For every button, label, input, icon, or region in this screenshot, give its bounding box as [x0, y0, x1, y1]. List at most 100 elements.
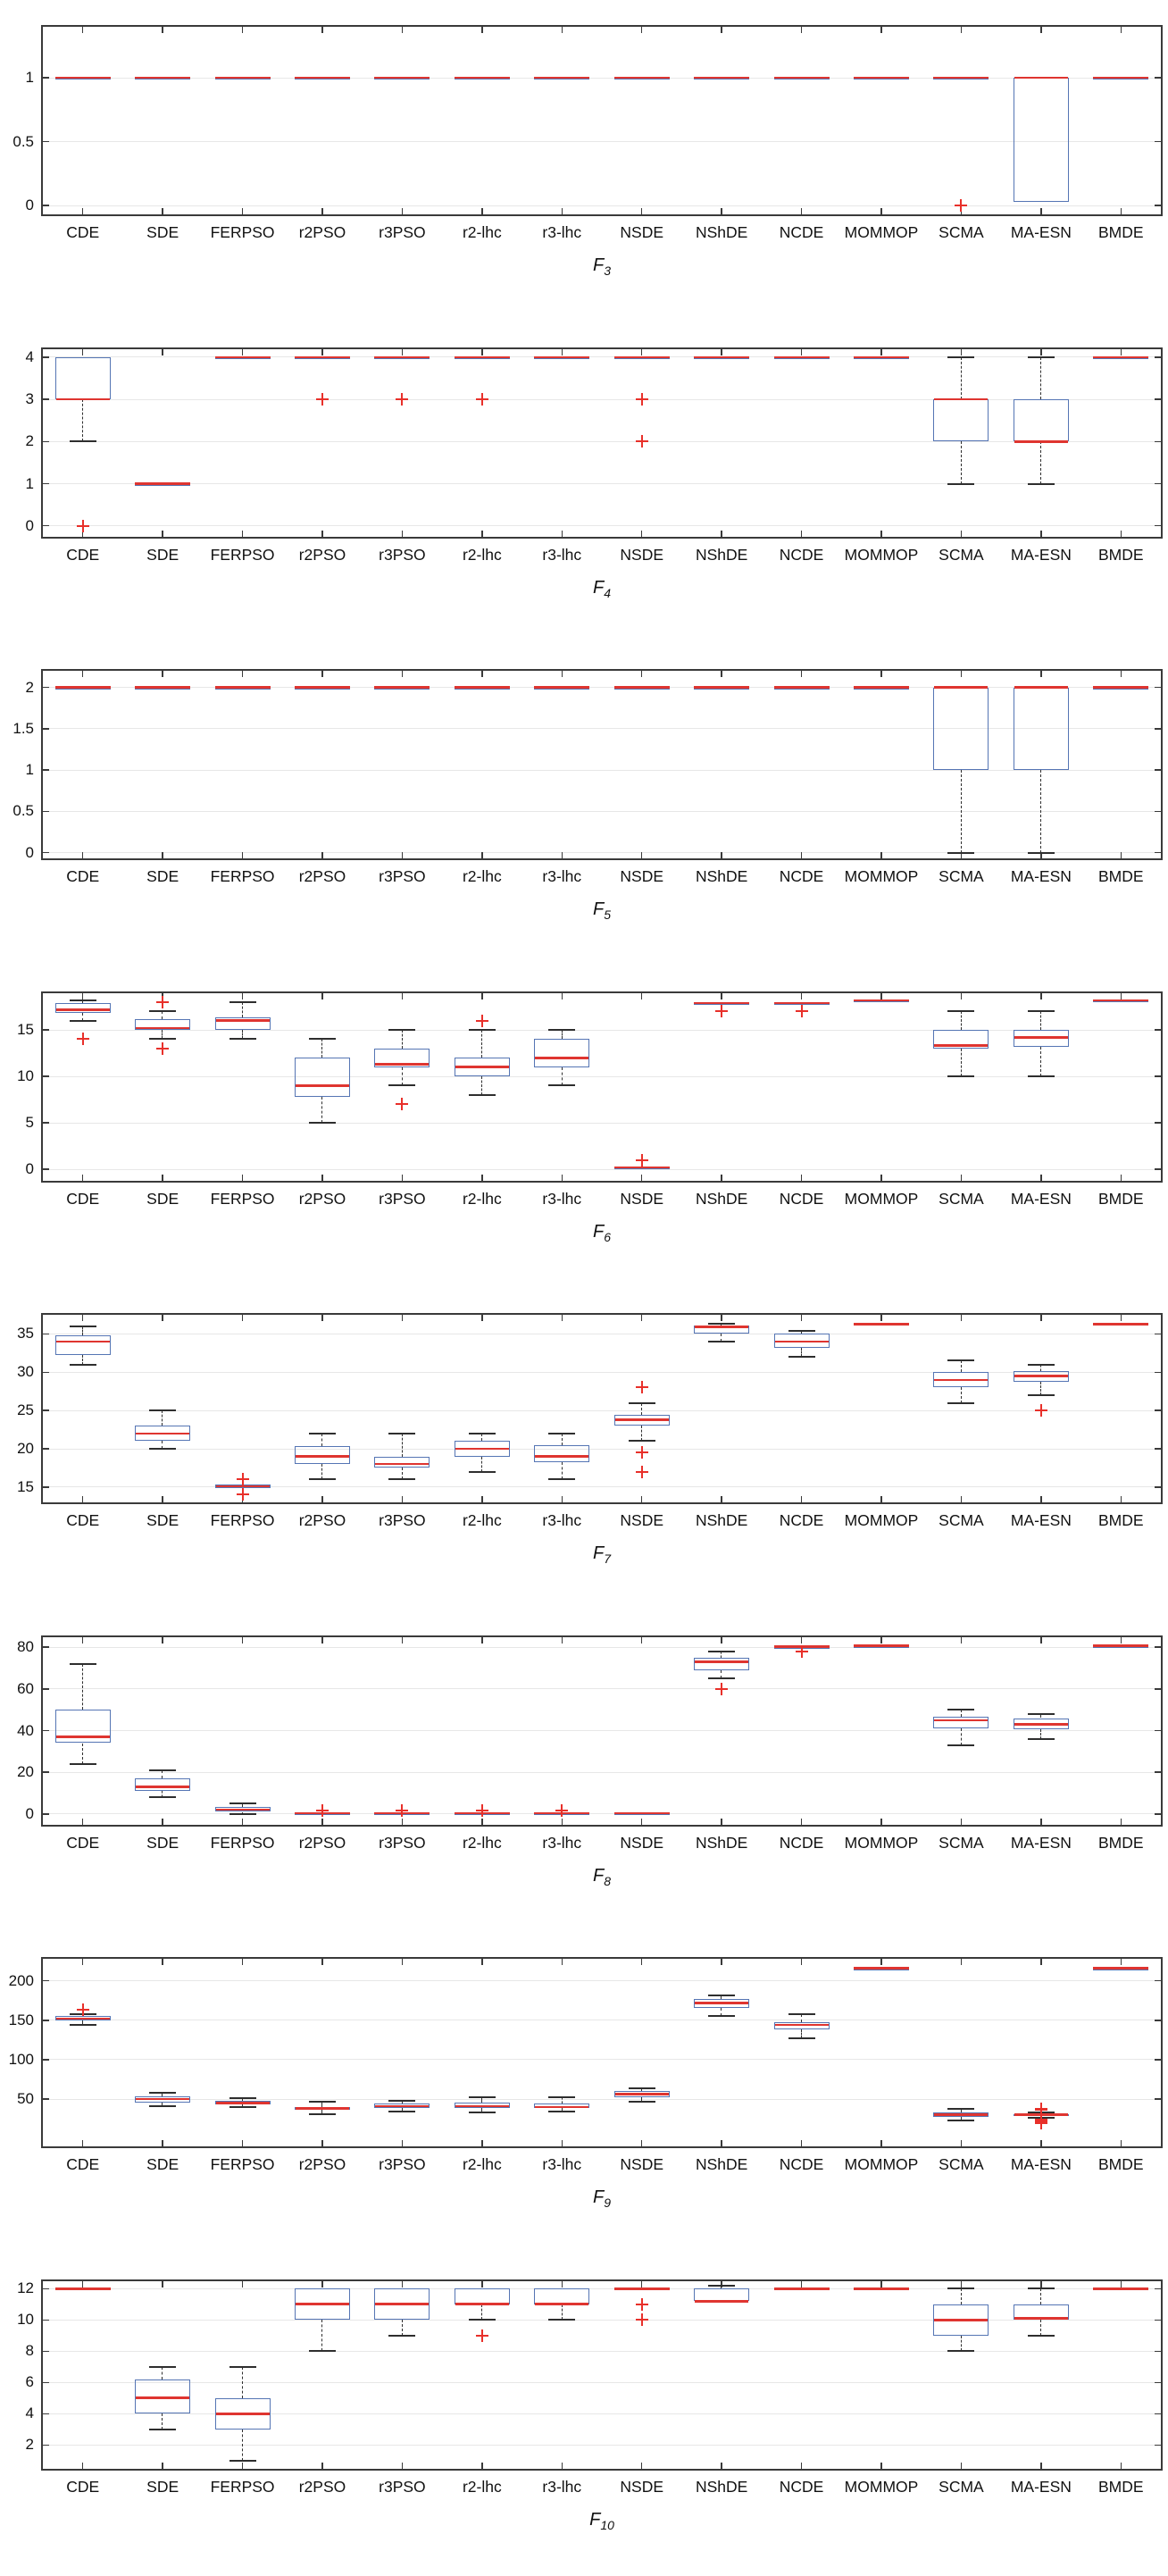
y-tick-label: 0.5: [13, 802, 34, 820]
x-tick-label: r3-lhc: [542, 2155, 582, 2173]
plot-area: [41, 25, 1163, 216]
x-tick-mark: [800, 1174, 803, 1181]
x-tick-mark: [1040, 1496, 1042, 1502]
x-tick-label: SDE: [146, 2155, 179, 2173]
box: [54, 688, 111, 690]
median-line: [934, 1719, 989, 1722]
median-line: [295, 76, 350, 79]
whisker-cap: [1027, 1075, 1055, 1078]
y-tick-mark: [43, 728, 49, 730]
y-tick-mark: [1155, 140, 1161, 143]
gridline: [43, 2319, 1161, 2321]
x-tick-mark: [561, 1174, 563, 1181]
outlier-marker: [396, 1804, 409, 1818]
whisker-cap: [69, 999, 96, 1001]
whisker-cap: [69, 1019, 96, 1022]
x-tick-label: MOMMOP: [844, 1511, 919, 1529]
x-tick-mark: [162, 1636, 163, 1643]
subplot-F9: 50 100 150 200 CDE SDE FERPSO r2PSO r3PSO r2-lhc r…: [0, 1932, 1168, 2254]
median-line: [455, 1066, 509, 1068]
x-tick-mark: [640, 2140, 643, 2146]
whisker: [960, 1710, 962, 1718]
whisker-cap: [947, 1744, 975, 1746]
box: [135, 2379, 191, 2414]
box: [1093, 688, 1149, 690]
median-line: [55, 1735, 110, 1738]
box: [933, 1372, 989, 1388]
x-tick-mark: [800, 2462, 803, 2469]
x-tick-label: MOMMOP: [844, 545, 919, 564]
y-tick-mark: [43, 356, 49, 358]
whisker-cap: [708, 1323, 736, 1326]
y-tick-mark: [1155, 398, 1161, 400]
whisker-cap: [388, 1478, 416, 1481]
x-tick-mark: [241, 1818, 244, 1825]
whisker: [481, 2097, 483, 2103]
gridline: [43, 2098, 1161, 2100]
whisker-cap: [1027, 1712, 1055, 1715]
x-tick-label: BMDE: [1098, 223, 1144, 241]
box: [135, 688, 191, 690]
x-tick-label: MA-ESN: [1010, 1833, 1072, 1852]
whisker-cap: [149, 2365, 177, 2368]
median-line: [695, 1660, 749, 1663]
whisker: [960, 441, 962, 484]
outlier-vbar: [321, 393, 323, 406]
y-tick-mark: [1155, 686, 1161, 689]
median-line: [934, 2113, 989, 2116]
x-tick-mark: [721, 530, 722, 537]
outlier-marker: [76, 2003, 89, 2017]
whisker: [321, 1433, 323, 1447]
y-tick-mark: [1155, 769, 1161, 771]
median-line: [136, 1786, 190, 1788]
whisker: [481, 2304, 483, 2321]
y-tick-label: 25: [17, 1401, 34, 1419]
x-tick-mark: [721, 671, 722, 677]
y-tick-mark: [43, 482, 49, 485]
subplot-F10: 2 4 6 8 10 12 CDE SDE FERPSO r2PSO r3PSO r2-lhc r3-l…: [0, 2254, 1168, 2576]
x-tick-label: r3PSO: [379, 2477, 426, 2496]
subplot-F7: 15 20 25 30 35 CDE SDE FERPSO r2PSO r3PSO r2-lhc r3…: [0, 1288, 1168, 1610]
x-tick-mark: [481, 1636, 483, 1643]
x-tick-mark: [960, 671, 963, 677]
whisker-cap: [1027, 2287, 1055, 2290]
gridline: [43, 205, 1161, 206]
x-tick-mark: [880, 208, 882, 214]
y-tick-mark: [43, 1409, 49, 1411]
x-tick-mark: [241, 2462, 244, 2469]
x-tick-mark: [561, 992, 563, 999]
gridline: [43, 2287, 1161, 2289]
gridline: [43, 1730, 1161, 1731]
x-tick-mark: [241, 1174, 244, 1181]
median-line: [854, 76, 909, 79]
x-tick-label: r2PSO: [298, 223, 346, 241]
median-line: [215, 1808, 270, 1811]
subplot-F6: 0 5 10 15 CDE SDE FERPSO r2PSO r3PSO r2-lhc r3-lhc…: [0, 966, 1168, 1288]
x-tick-mark: [960, 1636, 963, 1643]
y-tick-mark: [43, 851, 49, 854]
y-tick-label: 0: [25, 197, 34, 213]
y-tick-mark: [1155, 2287, 1161, 2289]
median-line: [135, 76, 191, 79]
x-tick-label: NSDE: [620, 2155, 664, 2173]
whisker-cap: [69, 1363, 96, 1366]
median-line: [773, 76, 830, 79]
whisker-cap: [628, 2100, 655, 2103]
whisker-cap: [309, 2350, 336, 2353]
box: [295, 1058, 350, 1097]
x-tick-mark: [960, 27, 963, 33]
x-tick-mark: [800, 1636, 803, 1643]
y-tick-mark: [43, 2287, 49, 2289]
y-tick-mark: [1155, 440, 1161, 443]
y-tick-mark: [43, 1646, 49, 1648]
x-tick-mark: [481, 1315, 483, 1321]
x-tick-mark: [481, 1959, 483, 1965]
y-tick-mark: [1155, 1771, 1161, 1773]
gridline: [43, 1688, 1161, 1690]
gridline: [43, 1486, 1161, 1488]
whisker: [81, 1013, 83, 1021]
x-tick-mark: [1120, 1959, 1122, 1965]
x-tick-mark: [721, 208, 722, 214]
outlier-vbar: [162, 995, 164, 1008]
subplot-title-base: F: [592, 1865, 605, 1886]
